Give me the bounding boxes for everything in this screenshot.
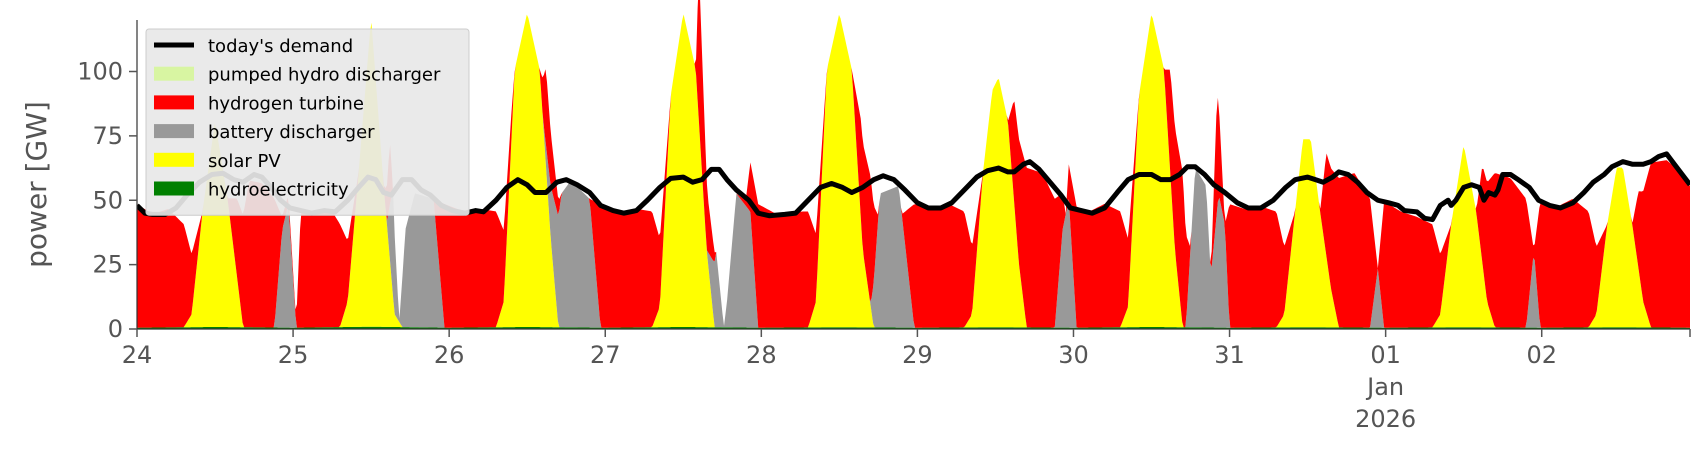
y-tick-label: 0	[108, 315, 123, 343]
x-tick-month-label: Jan	[1365, 373, 1404, 401]
legend-swatch-solar-pv	[154, 152, 194, 167]
x-tick-label: 02	[1526, 341, 1557, 369]
legend-box	[145, 28, 470, 216]
x-tick-label: 26	[434, 341, 465, 369]
x-tick-label: 28	[746, 341, 777, 369]
x-tick-label: 01	[1370, 341, 1401, 369]
legend-swatch-hydrogen-turbine	[154, 95, 194, 110]
area-hydrogen-turbine	[137, 0, 1690, 328]
x-tick-year-label: 2026	[1355, 405, 1416, 433]
y-tick-label: 75	[92, 122, 123, 150]
area-battery-discharger	[137, 14, 1690, 328]
x-tick-label: 30	[1058, 341, 1089, 369]
y-tick-label: 25	[92, 251, 123, 279]
legend-swatch-pumped-hydro-discharger	[154, 66, 194, 81]
x-tick-label: 31	[1214, 341, 1245, 369]
y-tick-label: 100	[77, 58, 123, 86]
legend-swatch-battery-discharger	[154, 124, 194, 139]
legend-label-hydrogen-turbine: hydrogen turbine	[208, 93, 364, 114]
y-tick-label: 50	[92, 186, 123, 214]
legend-label-hydroelectricity: hydroelectricity	[208, 180, 349, 201]
legend-label-solar-pv: solar PV	[208, 151, 281, 172]
x-tick-label: 29	[902, 341, 933, 369]
area-solar-pv	[137, 14, 1690, 328]
legend-label-pumped-hydro-discharger: pumped hydro discharger	[208, 65, 441, 86]
y-axis-label: power [GW]	[20, 101, 53, 268]
legend-label-battery-discharger: battery discharger	[208, 122, 375, 143]
x-tick-label: 24	[122, 341, 153, 369]
legend-swatch-hydroelectricity	[154, 181, 194, 196]
x-tick-label: 27	[590, 341, 621, 369]
x-tick-label: 25	[278, 341, 309, 369]
legend-label-today-s-demand: today's demand	[208, 36, 353, 57]
